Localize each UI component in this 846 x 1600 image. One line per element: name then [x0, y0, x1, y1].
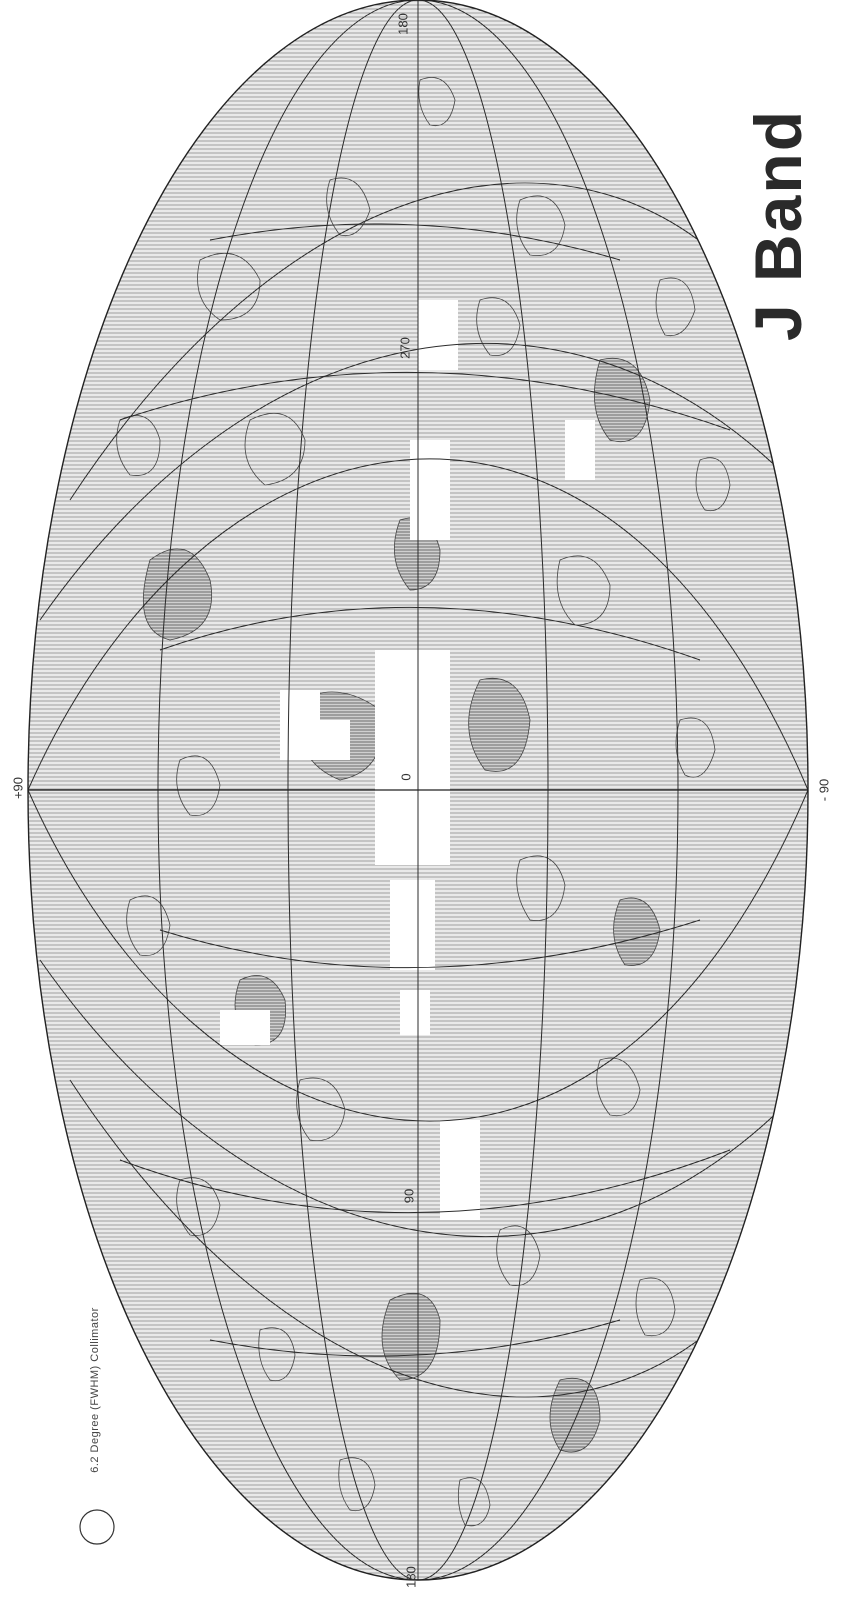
bright-regions	[220, 300, 595, 1220]
pole-label-south: - 90	[816, 778, 832, 802]
contours	[116, 77, 731, 1527]
collimator-circle-icon	[79, 1509, 115, 1545]
longitude-label-top: 180	[395, 13, 411, 35]
longitude-label-bottom: 180	[403, 1566, 419, 1588]
longitude-label-0: 0	[398, 773, 414, 781]
collimator-label: 6.2 Degree (FWHM) Collimator	[89, 1307, 101, 1473]
pole-label-north: +90	[10, 776, 26, 800]
longitude-label-270: 270	[397, 337, 413, 359]
band-title: J Band	[741, 108, 815, 342]
longitude-label-90: 90	[401, 1188, 417, 1204]
